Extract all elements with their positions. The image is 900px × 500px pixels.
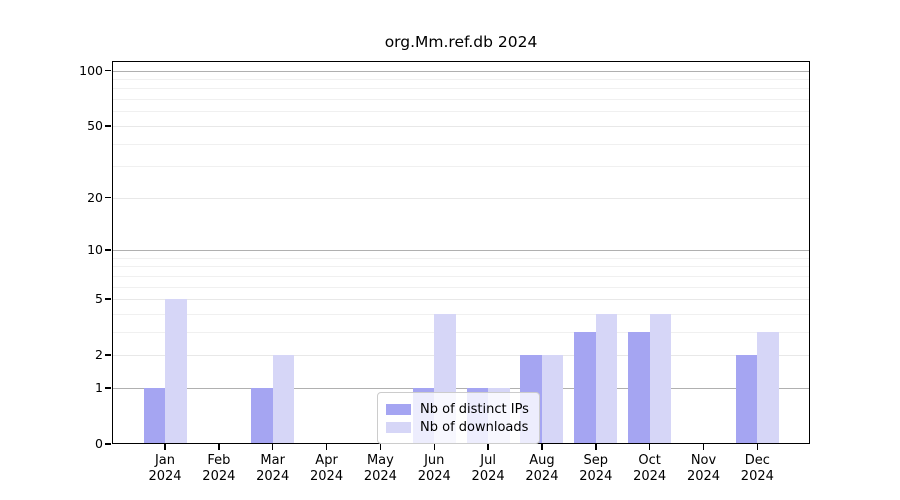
y-tick-label: 2: [95, 347, 103, 363]
x-tick-mark: [325, 444, 328, 450]
legend-swatch-downloads: [386, 421, 411, 433]
x-tick-label: Jul 2024: [471, 453, 505, 484]
gridline-minor: [112, 111, 810, 113]
y-tick-mark: [105, 443, 111, 445]
bar-ips-oct: [628, 331, 650, 444]
x-tick-mark: [218, 444, 220, 450]
x-tick-label: Nov 2024: [686, 453, 721, 484]
gridline-minor: [112, 166, 810, 168]
x-tick-mark: [756, 444, 759, 450]
y-tick-mark: [105, 354, 111, 356]
gridline-minor: [112, 275, 810, 277]
bar-ips-mar: [251, 387, 273, 444]
gridline-major: [112, 70, 810, 72]
gridline-minor: [112, 79, 810, 81]
y-tick-mark: [105, 387, 111, 389]
bar-ips-sep: [574, 331, 596, 444]
x-tick-label: Aug 2024: [525, 453, 559, 484]
gridline: [112, 299, 810, 301]
bar-downloads-sep: [595, 313, 618, 444]
x-tick-label: Apr 2024: [310, 453, 344, 484]
gridline-major: [112, 249, 810, 251]
y-tick-mark: [105, 69, 111, 72]
bar-ips-dec: [735, 355, 758, 444]
gridline: [112, 197, 810, 199]
bar-downloads-mar: [272, 355, 295, 444]
x-tick-mark: [271, 444, 274, 450]
y-tick-mark: [105, 249, 111, 251]
bar-ips-jan: [143, 387, 165, 444]
x-tick-label: Feb 2024: [202, 453, 236, 484]
legend-label-downloads: Nb of downloads: [420, 419, 529, 435]
chart-title: org.Mm.ref.db 2024: [384, 33, 538, 51]
legend-item-downloads: Nb of downloads: [386, 419, 529, 435]
y-tick-label: 0: [95, 436, 103, 451]
gridline: [112, 355, 810, 357]
y-tick-mark: [105, 298, 111, 300]
x-tick-label: Sep 2024: [579, 453, 613, 484]
gridline: [112, 125, 810, 127]
x-tick-mark: [702, 444, 705, 450]
legend-label-distinct-ips: Nb of distinct IPs: [420, 401, 529, 417]
x-tick-label: May 2024: [363, 453, 397, 484]
y-tick-label: 5: [95, 291, 103, 307]
x-tick-label: Oct 2024: [633, 453, 667, 484]
gridline-minor: [112, 331, 810, 333]
gridline-minor: [112, 286, 810, 288]
x-tick-mark: [541, 444, 543, 450]
bar-downloads-oct: [649, 313, 672, 444]
x-tick-mark: [487, 444, 489, 450]
gridline-minor: [112, 143, 810, 145]
y-tick-label: 100: [79, 62, 103, 78]
gridline-major: [112, 387, 810, 389]
x-tick-label: Mar 2024: [256, 453, 290, 484]
y-tick-label: 10: [87, 241, 103, 257]
gridline-minor: [112, 266, 810, 268]
legend: Nb of distinct IPs Nb of downloads: [377, 392, 540, 444]
x-tick-label: Jun 2024: [417, 453, 451, 484]
bar-downloads-aug: [541, 355, 564, 444]
gridline-minor: [112, 88, 810, 90]
y-tick-mark: [105, 125, 111, 127]
y-tick-mark: [105, 196, 111, 199]
x-tick-mark: [164, 444, 166, 450]
x-tick-label: Jan 2024: [148, 453, 182, 484]
y-tick-label: 20: [87, 189, 103, 205]
x-tick-mark: [648, 444, 651, 450]
gridline-minor: [112, 99, 810, 101]
legend-swatch-distinct-ips: [386, 403, 411, 415]
bar-downloads-dec: [757, 331, 779, 444]
plot-area: Nb of distinct IPs Nb of downloads 0 1 2 5 1…: [79, 61, 810, 484]
bar-downloads-jan: [165, 299, 187, 444]
x-tick-mark: [379, 444, 382, 450]
y-tick-label: 1: [95, 379, 103, 395]
x-tick-label: Dec 2024: [740, 453, 774, 484]
legend-item-distinct-ips: Nb of distinct IPs: [386, 401, 529, 417]
gridline-minor: [112, 313, 810, 315]
gridline-minor: [112, 257, 810, 259]
axes-frame: [112, 61, 810, 444]
x-tick-mark: [433, 444, 435, 450]
y-tick-label: 50: [87, 117, 103, 133]
x-tick-mark: [595, 444, 597, 450]
